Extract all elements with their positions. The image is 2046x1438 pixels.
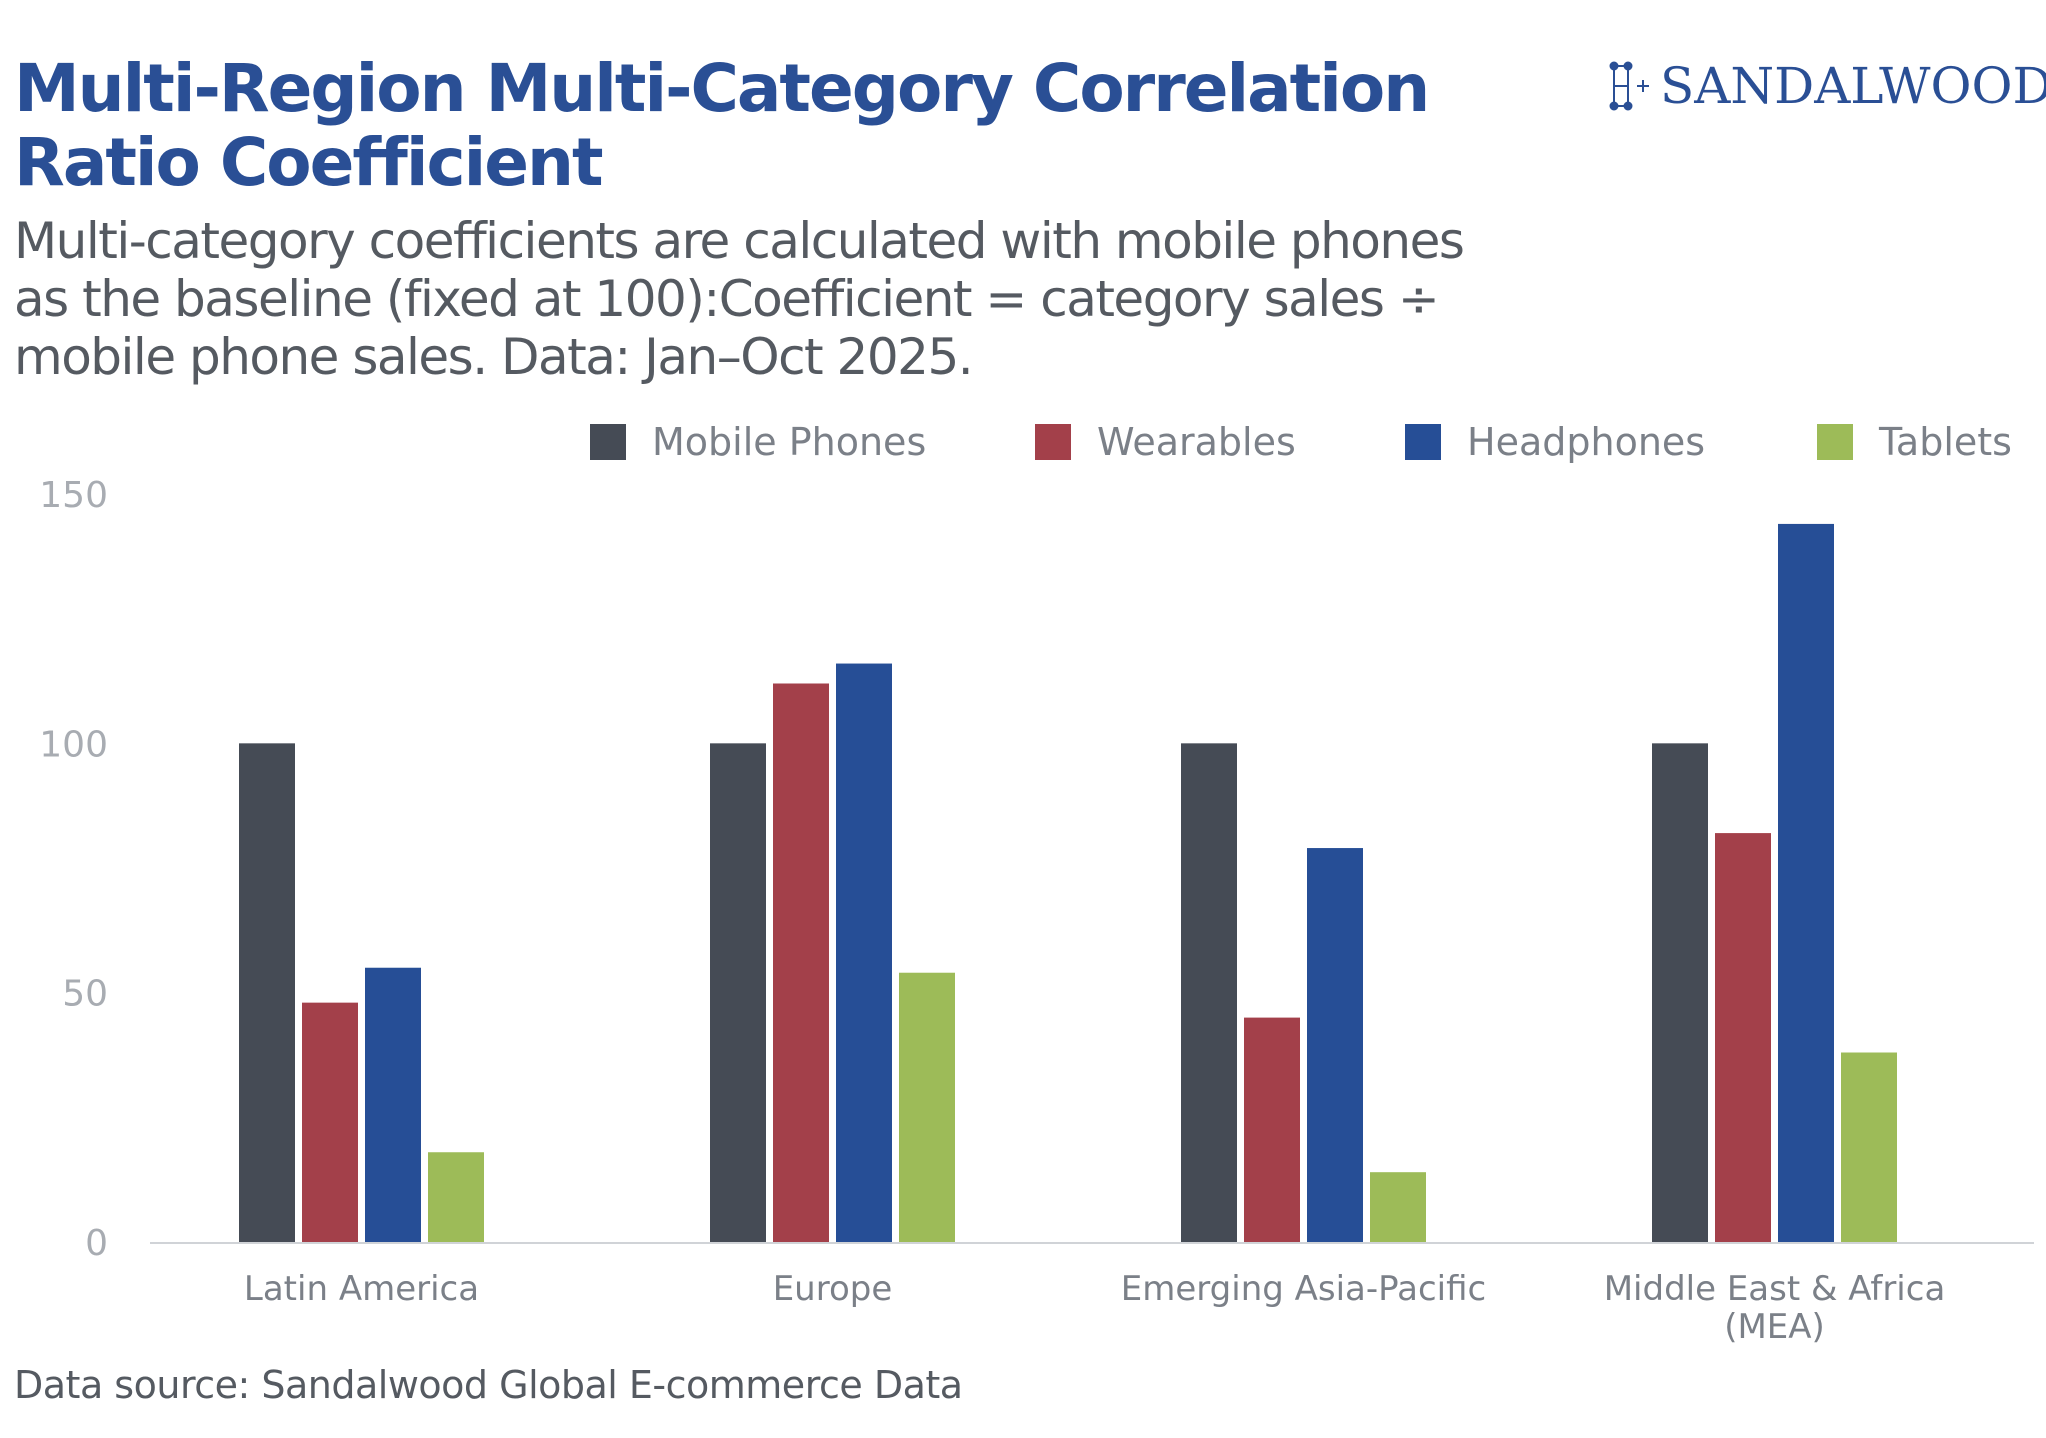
bar-headphones-latin-america <box>365 967 421 1242</box>
bar-mobile-phones-emerging-asia-pacific <box>1181 743 1237 1242</box>
chart-subtitle: Multi-category coefficients are calculat… <box>14 212 1465 386</box>
bar-wearables-europe <box>773 683 829 1242</box>
legend-label-tablets: Tablets <box>1878 420 2012 464</box>
y-tick-label: 100 <box>39 724 108 765</box>
bar-headphones-europe <box>836 663 892 1242</box>
y-tick-label: 50 <box>62 974 108 1015</box>
legend-label-headphones: Headphones <box>1467 420 1705 464</box>
bar-chart: 0 50 100 150 Latin America Europe Emerging Asi… <box>39 420 2034 1347</box>
bar-wearables-middle-east-africa-mea <box>1715 833 1771 1242</box>
x-tick-label: Emerging Asia-Pacific <box>1121 1269 1486 1309</box>
legend-swatch-mobile-phones <box>590 424 626 460</box>
x-tick-label: Middle East & Africa (MEA) <box>1604 1269 1946 1347</box>
y-tick-label: 0 <box>85 1223 108 1264</box>
legend-label-mobile-phones: Mobile Phones <box>652 420 926 464</box>
x-tick-label: Europe <box>773 1269 893 1309</box>
bar-mobile-phones-europe <box>710 743 766 1242</box>
bar-mobile-phones-middle-east-africa-mea <box>1652 743 1708 1242</box>
brand-name: SANDALWOOD <box>1660 57 2046 115</box>
bar-tablets-europe <box>899 972 955 1242</box>
bar-tablets-emerging-asia-pacific <box>1370 1172 1426 1242</box>
legend-swatch-headphones <box>1405 424 1441 460</box>
chart-title: Multi-Region Multi-Category Correlation … <box>14 50 1430 201</box>
bar-tablets-latin-america <box>428 1152 484 1242</box>
legend-label-wearables: Wearables <box>1097 420 1296 464</box>
bar-mobile-phones-latin-america <box>239 743 295 1242</box>
y-tick-label: 150 <box>39 475 108 516</box>
sandalwood-logo-icon <box>1609 61 1649 111</box>
legend-swatch-tablets <box>1817 424 1853 460</box>
x-tick-label: Latin America <box>244 1269 479 1309</box>
bar-headphones-middle-east-africa-mea <box>1778 523 1834 1242</box>
data-source: Data source: Sandalwood Global E-commerc… <box>14 1363 963 1407</box>
bar-wearables-latin-america <box>302 1002 358 1242</box>
brand-logo: SANDALWOOD <box>1606 56 2046 116</box>
bar-headphones-emerging-asia-pacific <box>1307 848 1363 1242</box>
bar-wearables-emerging-asia-pacific <box>1244 1017 1300 1242</box>
legend-swatch-wearables <box>1035 424 1071 460</box>
bar-tablets-middle-east-africa-mea <box>1841 1052 1897 1242</box>
